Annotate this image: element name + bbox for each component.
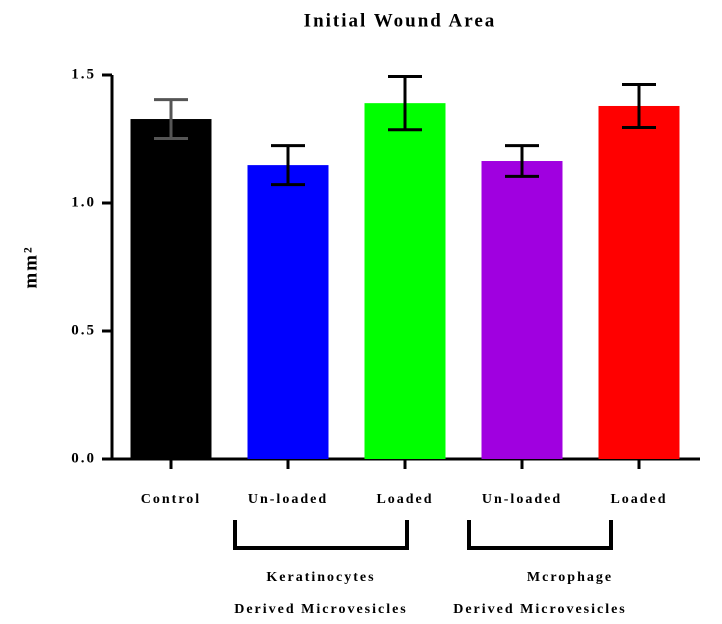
group-label: Derived Microvesicles [453,602,627,617]
group-label: Keratinocytes [266,570,375,585]
bar [247,165,329,459]
x-tick-label: Un-loaded [482,492,562,507]
chart-title: Initial Wound Area [304,10,497,31]
group-label: Mcrophage [527,570,613,585]
y-tick-label: 0.0 [71,450,96,466]
x-tick-label: Loaded [376,492,433,507]
bar [481,161,563,460]
group-bracket [233,520,409,550]
y-tick-label: 0.5 [71,322,96,338]
y-tick-label: 1.0 [71,194,96,210]
x-tick-label: Un-loaded [248,492,328,507]
bar [130,119,212,460]
group-bracket [467,520,613,550]
bar [364,103,446,459]
x-tick-label: Control [141,492,201,507]
group-label: Derived Microvesicles [234,602,408,617]
y-tick-label: 1.5 [71,66,96,82]
x-tick-label: Loaded [610,492,667,507]
y-axis-label: mm² [20,245,41,288]
bar [598,105,680,459]
